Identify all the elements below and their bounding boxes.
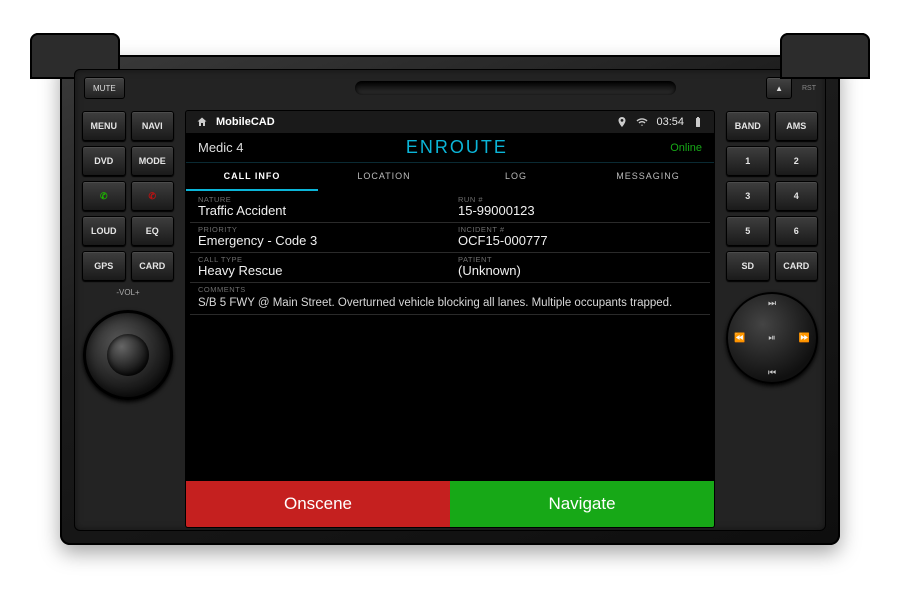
- mute-button[interactable]: MUTE: [84, 77, 125, 99]
- app-title: MobileCAD: [216, 116, 275, 128]
- patient-value: (Unknown): [458, 264, 702, 279]
- unit-name: Medic 4: [198, 140, 244, 155]
- band-button[interactable]: BAND: [726, 111, 770, 141]
- android-statusbar: MobileCAD 03:54: [186, 111, 714, 133]
- preset-1-button[interactable]: 1: [726, 146, 770, 176]
- head-unit-bezel: MUTE ▲ RST MENU NAVI DVD MODE ✆ ✆ LOUD E…: [60, 55, 840, 545]
- preset-3-button[interactable]: 3: [726, 181, 770, 211]
- card-right-button[interactable]: CARD: [775, 251, 819, 281]
- action-bar: Onscene Navigate: [186, 481, 714, 527]
- nature-value: Traffic Accident: [198, 204, 442, 219]
- call-info-panel: NATURE Traffic Accident RUN # 15-9900012…: [186, 191, 714, 481]
- statusbar-time: 03:54: [656, 116, 684, 128]
- eject-button[interactable]: ▲: [766, 77, 792, 99]
- skip-next-icon[interactable]: ⏭: [768, 298, 776, 309]
- battery-icon: [692, 116, 704, 128]
- preset-5-button[interactable]: 5: [726, 216, 770, 246]
- preset-6-button[interactable]: 6: [775, 216, 819, 246]
- tab-log[interactable]: LOG: [450, 163, 582, 191]
- preset-4-button[interactable]: 4: [775, 181, 819, 211]
- cd-slot: [355, 81, 676, 95]
- comments-value: S/B 5 FWY @ Main Street. Overturned vehi…: [198, 294, 702, 312]
- sd-button[interactable]: SD: [726, 251, 770, 281]
- online-indicator: Online: [670, 142, 702, 154]
- eq-button[interactable]: EQ: [131, 216, 175, 246]
- ams-button[interactable]: AMS: [775, 111, 819, 141]
- rst-label: RST: [802, 85, 816, 92]
- tab-messaging[interactable]: MESSAGING: [582, 163, 714, 191]
- comments-label: COMMENTS: [198, 285, 702, 294]
- right-button-column: BAND AMS 1 2 3 4 5 6 SD CARD ⏭ ⏮ ⏪: [718, 107, 826, 531]
- forward-icon[interactable]: ⏩: [799, 333, 810, 344]
- gps-button[interactable]: GPS: [82, 251, 126, 281]
- screen: MobileCAD 03:54 Medic 4 ENROUTE Online C…: [186, 111, 714, 527]
- top-strip: MUTE ▲ RST: [74, 69, 826, 107]
- volume-label: -VOL+: [82, 288, 174, 297]
- rewind-icon[interactable]: ⏪: [734, 333, 745, 344]
- priority-value: Emergency - Code 3: [198, 234, 442, 249]
- home-icon[interactable]: [196, 116, 208, 128]
- screen-wrapper: MobileCAD 03:54 Medic 4 ENROUTE Online C…: [182, 107, 718, 531]
- card-left-button[interactable]: CARD: [131, 251, 175, 281]
- volume-knob[interactable]: [83, 310, 173, 400]
- phone-pickup-button[interactable]: ✆: [82, 181, 126, 211]
- head-unit-inner: MUTE ▲ RST MENU NAVI DVD MODE ✆ ✆ LOUD E…: [74, 69, 826, 531]
- loud-button[interactable]: LOUD: [82, 216, 126, 246]
- incident-value: OCF15-000777: [458, 234, 702, 249]
- tab-bar: CALL INFO LOCATION LOG MESSAGING: [186, 163, 714, 191]
- gps-icon: [616, 116, 628, 128]
- tab-call-info[interactable]: CALL INFO: [186, 163, 318, 191]
- mode-button[interactable]: MODE: [131, 146, 175, 176]
- skip-prev-icon[interactable]: ⏮: [768, 367, 776, 378]
- navigate-button[interactable]: Navigate: [450, 481, 714, 527]
- unit-status: ENROUTE: [244, 137, 671, 158]
- run-value: 15-99000123: [458, 204, 702, 219]
- navi-button[interactable]: NAVI: [131, 111, 175, 141]
- onscene-button[interactable]: Onscene: [186, 481, 450, 527]
- menu-button[interactable]: MENU: [82, 111, 126, 141]
- wifi-icon: [636, 116, 648, 128]
- dvd-button[interactable]: DVD: [82, 146, 126, 176]
- calltype-value: Heavy Rescue: [198, 264, 442, 279]
- media-dpad[interactable]: ⏭ ⏮ ⏪ ⏩ ⏯: [726, 292, 818, 384]
- phone-hangup-button[interactable]: ✆: [131, 181, 175, 211]
- tab-location[interactable]: LOCATION: [318, 163, 450, 191]
- preset-2-button[interactable]: 2: [775, 146, 819, 176]
- left-button-column: MENU NAVI DVD MODE ✆ ✆ LOUD EQ GPS CARD …: [74, 107, 182, 531]
- dispatch-header: Medic 4 ENROUTE Online: [186, 133, 714, 163]
- play-pause-icon[interactable]: ⏯: [768, 333, 775, 344]
